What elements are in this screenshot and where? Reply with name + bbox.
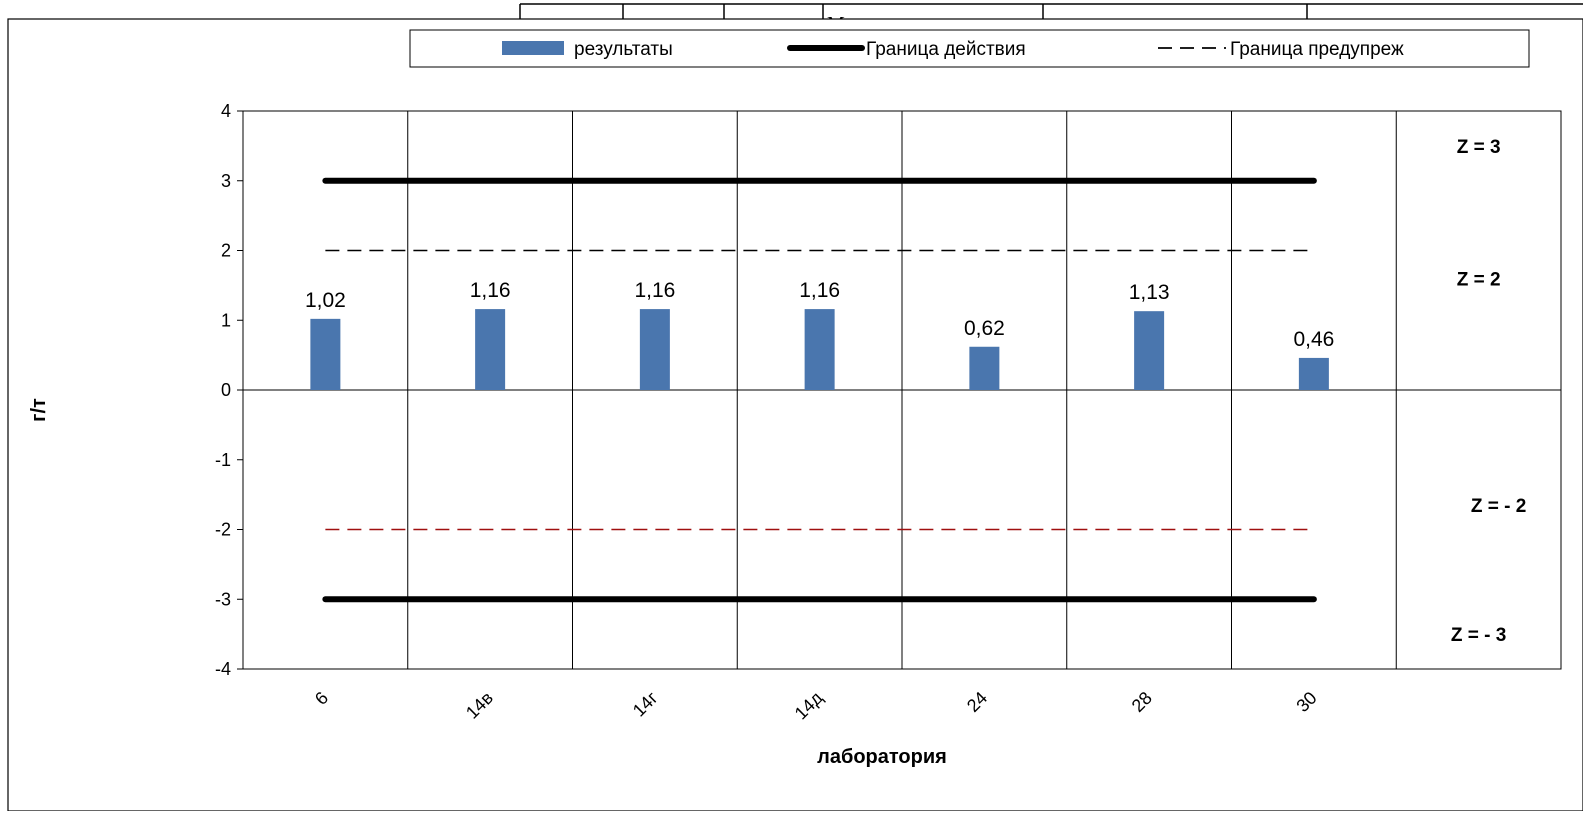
y-tick-label: 2 [221,241,231,261]
bar [639,309,670,390]
data-label: 1,16 [634,279,675,302]
data-label: 1,16 [799,279,840,302]
y-axis-ticks: 4 3 2 1 0 -1 -2 -3 -4 [215,101,243,679]
y-tick-label: -3 [215,589,231,609]
data-label: 0,46 [1293,328,1334,351]
legend-bar-swatch [502,41,564,55]
bars [310,309,1329,390]
legend-warning-label: Граница предупреж [1230,39,1404,60]
bar [1298,357,1329,390]
zone-label: Z = - 3 [1451,625,1506,646]
bar [1134,311,1165,390]
data-label: 0,62 [964,317,1005,340]
data-labels: 1,02 1,16 1,16 1,16 0,62 1,13 0,46 [305,279,1334,351]
chart-frame [7,18,1583,812]
zone-label: Z = 2 [1457,269,1501,290]
bar [969,346,1000,390]
bar [475,309,506,390]
y-tick-label: -2 [215,520,231,540]
zone-label: Z = 3 [1457,137,1501,158]
bar [310,318,341,390]
y-tick-label: -4 [215,659,231,679]
y-axis-title: г/т [28,398,50,422]
limit-lines [322,177,1317,603]
data-label: 1,13 [1129,281,1170,304]
data-label: 1,02 [305,289,346,312]
bar [804,309,835,390]
legend: результаты Граница действия Граница пред… [409,29,1530,68]
y-tick-label: -1 [215,450,231,470]
legend-bar-label: результаты [574,39,673,60]
y-tick-label: 4 [221,101,231,121]
x-axis-title: лаборатория [817,746,947,768]
plot-area: 1,02 1,16 1,16 1,16 0,62 1,13 0,46 4 3 2 1 0 -1 -2 -3… [215,101,1562,723]
data-label: 1,16 [470,279,511,302]
grid [242,110,1562,670]
zone-label: Z = - 2 [1471,496,1526,517]
y-tick-label: 3 [221,171,231,191]
legend-action-label: Граница действия [866,39,1026,60]
legend-box [409,29,1530,68]
y-tick-label: 1 [221,310,231,330]
zone-labels: Z = 3 Z = 2 Z = - 2 Z = - 3 [1451,137,1526,646]
y-tick-label: 0 [221,380,231,400]
